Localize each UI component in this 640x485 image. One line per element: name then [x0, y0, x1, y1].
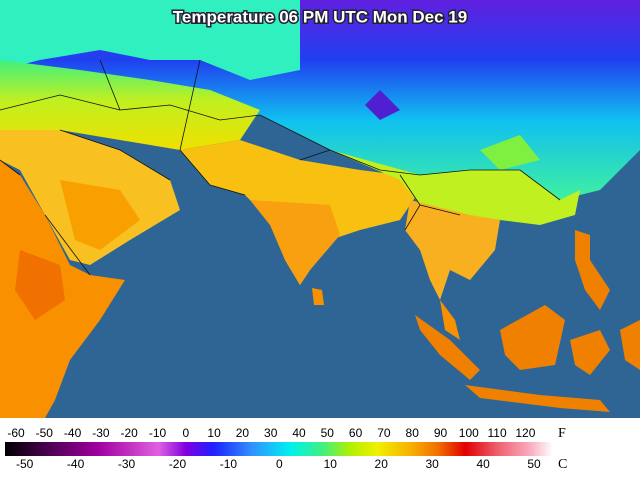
celsius-tick-label: 10 [324, 457, 338, 471]
land-africa-hot [15, 250, 65, 320]
fahrenheit-tick-label: -50 [36, 426, 54, 440]
celsius-tick-label: -20 [169, 457, 187, 471]
land-borneo [500, 305, 565, 370]
land-arabia-south [60, 180, 140, 250]
fahrenheit-tick-label: 60 [349, 426, 363, 440]
celsius-tick-label: 40 [476, 457, 490, 471]
land-indochina [405, 200, 500, 300]
fahrenheit-tick-label: 20 [236, 426, 250, 440]
unit-c: C [558, 457, 567, 472]
land-philippines [575, 230, 610, 310]
fahrenheit-tick-label: -10 [149, 426, 167, 440]
celsius-tick-label: 50 [527, 457, 541, 471]
legend: F C -60 -50 -40 -30 -20 -10 0 10 20 30 40 50 60 70 80 9… [0, 418, 640, 480]
map-area [0, 0, 640, 418]
celsius-tick-label: -50 [16, 457, 34, 471]
fahrenheit-tick-label: 10 [207, 426, 221, 440]
land-sulawesi [570, 330, 610, 375]
fahrenheit-tick-label: 40 [292, 426, 306, 440]
land-iran [0, 60, 260, 150]
celsius-tick-label: -40 [67, 457, 85, 471]
map-title: Temperature 06 PM UTC Mon Dec 19 [173, 7, 467, 26]
fahrenheit-tick-label: 0 [182, 426, 189, 440]
land-sumatra [415, 315, 480, 380]
land-india [250, 200, 340, 285]
land-srilanka [312, 288, 324, 305]
cold-spot [365, 90, 400, 120]
fahrenheit-tick-label: 50 [321, 426, 335, 440]
fahrenheit-tick-label: -60 [7, 426, 25, 440]
fahrenheit-tick-label: 90 [434, 426, 448, 440]
fahrenheit-tick-label: 80 [406, 426, 420, 440]
country-borders [0, 59, 561, 276]
fahrenheit-tick-label: -30 [92, 426, 110, 440]
fahrenheit-tick-label: 120 [515, 426, 535, 440]
warm-spot [480, 135, 540, 170]
celsius-tick-label: -30 [118, 457, 136, 471]
land-newguinea [620, 320, 640, 370]
color-bar [5, 442, 553, 456]
celsius-tick-label: 0 [276, 457, 283, 471]
land-taiwan [496, 205, 505, 220]
celsius-tick-label: 20 [375, 457, 389, 471]
fahrenheit-tick-label: 110 [488, 426, 507, 440]
fahrenheit-tick-label: 70 [377, 426, 391, 440]
land-malaya [440, 300, 460, 340]
fahrenheit-tick-label: -20 [121, 426, 139, 440]
land-china-south [330, 150, 580, 225]
unit-f: F [558, 426, 566, 441]
celsius-tick-label: -10 [220, 457, 238, 471]
fahrenheit-tick-label: -40 [64, 426, 82, 440]
fahrenheit-tick-label: 30 [264, 426, 278, 440]
land-caspian [0, 0, 300, 80]
celsius-tick-label: 30 [426, 457, 440, 471]
fahrenheit-tick-label: 100 [459, 426, 479, 440]
land-java [465, 385, 610, 412]
